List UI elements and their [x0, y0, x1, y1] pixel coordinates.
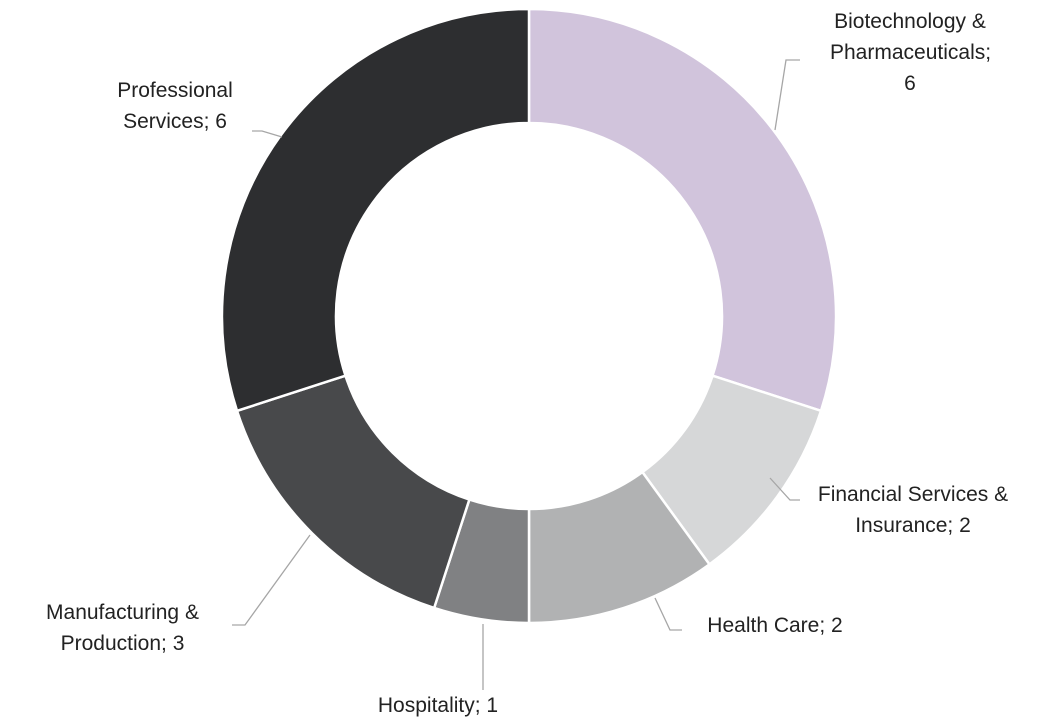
- data-label: Financial Services & Insurance; 2: [817, 483, 1009, 537]
- leader-line: [232, 534, 311, 626]
- data-label: Health Care; 2: [707, 614, 843, 637]
- data-label: Professional Services; 6: [117, 79, 233, 133]
- data-label: Manufacturing & Production; 3: [46, 601, 199, 655]
- donut-segment: [220, 7, 531, 413]
- leader-line: [769, 477, 800, 501]
- donut-segment: [235, 374, 471, 610]
- donut-segment: [527, 7, 838, 413]
- leader-line: [654, 597, 682, 631]
- leader-line: [774, 59, 800, 131]
- leader-line: [252, 130, 283, 138]
- data-label: Biotechnology & Pharmaceuticals; 6: [830, 10, 992, 95]
- data-label: Hospitality; 1: [377, 694, 499, 717]
